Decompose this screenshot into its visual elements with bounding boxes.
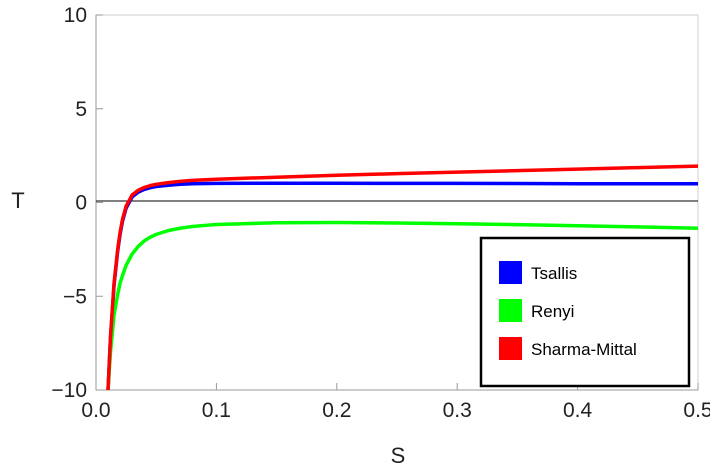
- y-tick-label: −5: [63, 285, 87, 308]
- legend-swatch-tsallis: [499, 261, 522, 284]
- x-tick-label: 0.5: [683, 399, 710, 422]
- x-tick-label: 0.0: [81, 399, 110, 422]
- y-tick-label: 5: [75, 98, 87, 121]
- y-axis-label: T: [11, 188, 24, 213]
- x-axis-label: S: [391, 443, 406, 468]
- x-tick-label: 0.2: [322, 399, 351, 422]
- legend-label-renyi: Renyi: [531, 302, 574, 321]
- x-tick-label: 0.3: [443, 399, 472, 422]
- legend-label-sharma-mittal: Sharma-Mittal: [531, 340, 637, 359]
- x-tick-label: 0.4: [563, 399, 593, 422]
- legend-label-tsallis: Tsallis: [531, 264, 577, 283]
- y-tick-label: 0: [75, 192, 87, 215]
- legend-swatch-renyi: [499, 299, 522, 322]
- series-group: [106, 164, 698, 390]
- series-line-sharma-mittal: [106, 164, 698, 390]
- x-tick-label: 0.1: [202, 399, 231, 422]
- legend: Tsallis Renyi Sharma-Mittal: [479, 236, 691, 388]
- y-tick-label: −10: [51, 379, 87, 402]
- y-tick-label: 10: [64, 4, 87, 27]
- x-ticks: 0.0 0.1 0.2 0.3 0.4 0.5: [81, 383, 710, 422]
- series-line-renyi: [106, 220, 698, 390]
- legend-swatch-sharma-mittal: [499, 337, 522, 360]
- y-ticks: −10 −5 0 5 10: [51, 4, 103, 402]
